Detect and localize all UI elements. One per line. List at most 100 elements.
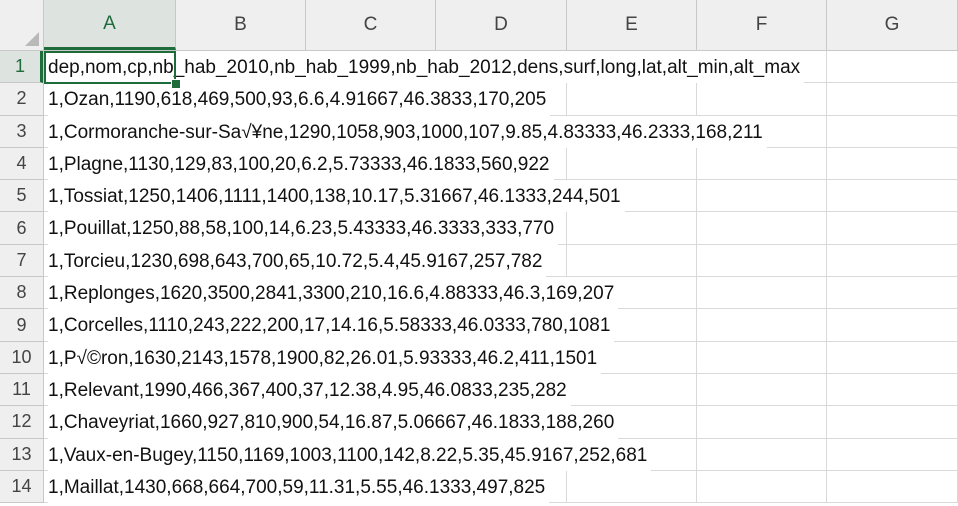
cell-f3[interactable] <box>697 115 827 148</box>
cell-g4[interactable] <box>827 147 958 181</box>
cell-f12[interactable] <box>697 406 827 439</box>
cell-e4[interactable] <box>567 147 697 181</box>
cell-b6[interactable] <box>176 212 306 245</box>
cell-a11[interactable] <box>44 373 176 407</box>
cell-f4[interactable] <box>697 147 827 181</box>
cell-a4[interactable] <box>44 147 176 181</box>
cell-f1[interactable] <box>697 51 827 84</box>
column-header-a[interactable]: A <box>44 0 176 50</box>
cell-d13[interactable] <box>436 438 567 471</box>
cell-c14[interactable] <box>306 470 436 504</box>
cell-g10[interactable] <box>827 341 958 374</box>
row-header-6[interactable]: 6 <box>0 212 43 245</box>
cell-a7[interactable] <box>44 244 176 278</box>
cell-b13[interactable] <box>176 438 306 471</box>
cell-g7[interactable] <box>827 244 958 278</box>
row-header-9[interactable]: 9 <box>0 309 43 342</box>
cell-e2[interactable] <box>567 83 697 116</box>
row-header-1[interactable]: 1 <box>0 51 43 84</box>
cell-f5[interactable] <box>697 180 827 213</box>
cell-c8[interactable] <box>306 277 436 310</box>
cell-b7[interactable] <box>176 244 306 278</box>
cell-a14[interactable] <box>44 470 176 504</box>
cell-c7[interactable] <box>306 244 436 278</box>
row-header-14[interactable]: 14 <box>0 471 43 504</box>
cell-b8[interactable] <box>176 277 306 310</box>
cell-d2[interactable] <box>436 83 567 116</box>
row-header-3[interactable]: 3 <box>0 116 43 148</box>
cell-e5[interactable] <box>567 180 697 213</box>
cell-g6[interactable] <box>827 212 958 245</box>
cell-f6[interactable] <box>697 212 827 245</box>
cell-f14[interactable] <box>697 470 827 504</box>
column-header-e[interactable]: E <box>567 0 697 50</box>
cell-e3[interactable] <box>567 115 697 148</box>
cell-d8[interactable] <box>436 277 567 310</box>
row-header-10[interactable]: 10 <box>0 342 43 374</box>
cell-c2[interactable] <box>306 83 436 116</box>
cell-a12[interactable] <box>44 406 176 439</box>
cell-a8[interactable] <box>44 277 176 310</box>
cell-d9[interactable] <box>436 309 567 342</box>
select-all-button[interactable] <box>0 0 44 51</box>
cell-e9[interactable] <box>567 309 697 342</box>
cell-e1[interactable] <box>567 51 697 84</box>
fill-handle[interactable] <box>171 79 181 89</box>
cell-c5[interactable] <box>306 180 436 213</box>
cell-g14[interactable] <box>827 470 958 504</box>
cell-f10[interactable] <box>697 341 827 374</box>
cell-g5[interactable] <box>827 180 958 213</box>
cell-a3[interactable] <box>44 115 176 148</box>
cell-c3[interactable] <box>306 115 436 148</box>
cell-c12[interactable] <box>306 406 436 439</box>
cell-b9[interactable] <box>176 309 306 342</box>
cell-e6[interactable] <box>567 212 697 245</box>
cell-c9[interactable] <box>306 309 436 342</box>
row-header-11[interactable]: 11 <box>0 374 43 407</box>
cell-d14[interactable] <box>436 470 567 504</box>
cell-d10[interactable] <box>436 341 567 374</box>
cell-d12[interactable] <box>436 406 567 439</box>
cell-e13[interactable] <box>567 438 697 471</box>
cell-e12[interactable] <box>567 406 697 439</box>
cell-b10[interactable] <box>176 341 306 374</box>
cell-e14[interactable] <box>567 470 697 504</box>
cell-e7[interactable] <box>567 244 697 278</box>
column-header-b[interactable]: B <box>176 0 306 50</box>
cell-d6[interactable] <box>436 212 567 245</box>
cell-d5[interactable] <box>436 180 567 213</box>
cell-b5[interactable] <box>176 180 306 213</box>
cell-a5[interactable] <box>44 180 176 213</box>
cell-b12[interactable] <box>176 406 306 439</box>
row-header-7[interactable]: 7 <box>0 245 43 278</box>
column-header-f[interactable]: F <box>697 0 827 50</box>
cell-g3[interactable] <box>827 115 958 148</box>
column-header-g[interactable]: G <box>827 0 958 50</box>
row-header-4[interactable]: 4 <box>0 148 43 181</box>
cell-g8[interactable] <box>827 277 958 310</box>
cell-b1[interactable] <box>176 51 306 84</box>
cell-c11[interactable] <box>306 373 436 407</box>
cell-f2[interactable] <box>697 83 827 116</box>
cell-a10[interactable] <box>44 341 176 374</box>
cell-a9[interactable] <box>44 309 176 342</box>
cell-b2[interactable] <box>176 83 306 116</box>
cell-a6[interactable] <box>44 212 176 245</box>
cell-g9[interactable] <box>827 309 958 342</box>
cell-d1[interactable] <box>436 51 567 84</box>
cell-d4[interactable] <box>436 147 567 181</box>
row-header-12[interactable]: 12 <box>0 406 43 439</box>
cell-c4[interactable] <box>306 147 436 181</box>
cell-c13[interactable] <box>306 438 436 471</box>
cell-b3[interactable] <box>176 115 306 148</box>
cell-e11[interactable] <box>567 373 697 407</box>
cell-c1[interactable] <box>306 51 436 84</box>
column-header-c[interactable]: C <box>306 0 436 50</box>
cell-f13[interactable] <box>697 438 827 471</box>
cell-d3[interactable] <box>436 115 567 148</box>
cell-g13[interactable] <box>827 438 958 471</box>
column-header-d[interactable]: D <box>436 0 567 50</box>
cell-d7[interactable] <box>436 244 567 278</box>
cell-f8[interactable] <box>697 277 827 310</box>
cell-f9[interactable] <box>697 309 827 342</box>
